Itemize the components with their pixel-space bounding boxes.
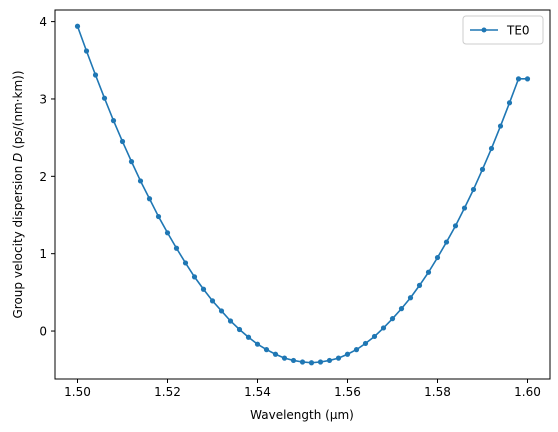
data-point-0-3 xyxy=(101,95,108,101)
data-point-0-47 xyxy=(497,123,504,129)
data-point-0-28 xyxy=(326,357,333,364)
data-point-0-14 xyxy=(200,286,207,292)
data-point-0-35 xyxy=(389,316,396,322)
data-point-0-44 xyxy=(470,186,477,193)
data-point-0-2 xyxy=(92,72,99,78)
data-point-0-4 xyxy=(110,118,117,124)
legend-frame xyxy=(462,15,544,45)
data-point-0-1 xyxy=(83,48,90,54)
y-tick-label-1: 1 xyxy=(39,247,47,261)
data-point-0-45 xyxy=(479,166,486,172)
legend-label-te0: TE0 xyxy=(506,24,530,38)
x-axis-label: Wavelength (μm) xyxy=(250,408,354,422)
data-point-0-15 xyxy=(209,298,216,304)
y-axis-label-symbol: D xyxy=(11,153,25,162)
data-point-0-12 xyxy=(182,260,189,266)
data-point-0-20 xyxy=(254,341,261,347)
data-point-0-50 xyxy=(524,76,531,82)
data-point-0-37 xyxy=(407,295,414,301)
legend-marker-te0 xyxy=(481,27,487,33)
data-point-0-27 xyxy=(317,359,324,365)
data-point-0-49 xyxy=(515,76,522,82)
data-point-0-16 xyxy=(218,308,225,314)
data-point-0-34 xyxy=(380,325,387,331)
x-tick-label-5: 1.60 xyxy=(514,385,541,399)
x-tick-label-3: 1.56 xyxy=(334,385,361,399)
data-point-0-6 xyxy=(128,159,135,165)
axes-layer: 1.50 1.52 1.54 1.56 1.58 1.60 0 1 2 3 4 xyxy=(39,15,541,399)
y-tick-label-3: 3 xyxy=(39,92,47,106)
x-tick-label-0: 1.50 xyxy=(64,385,91,399)
data-point-0-33 xyxy=(371,333,378,340)
x-tick-label-1: 1.52 xyxy=(154,385,181,399)
data-point-0-41 xyxy=(443,239,450,245)
data-point-0-21 xyxy=(263,347,270,353)
y-tick-label-0: 0 xyxy=(39,325,47,339)
legend: TE0 xyxy=(462,15,544,45)
series-layer xyxy=(74,23,531,366)
data-point-0-26 xyxy=(308,360,315,366)
data-point-0-11 xyxy=(173,245,180,251)
plot-area xyxy=(55,10,550,379)
data-point-0-48 xyxy=(506,100,513,106)
data-point-0-10 xyxy=(164,230,171,236)
y-tick-label-4: 4 xyxy=(39,15,47,29)
data-point-0-38 xyxy=(416,282,423,288)
plot-frame xyxy=(54,9,551,380)
data-point-0-0 xyxy=(74,23,81,29)
data-point-0-13 xyxy=(191,274,198,280)
y-axis-label-prefix: Group velocity dispersion xyxy=(11,162,25,319)
data-point-0-9 xyxy=(155,213,162,220)
data-point-0-40 xyxy=(434,254,441,261)
data-point-0-7 xyxy=(137,178,144,184)
data-point-0-5 xyxy=(119,138,126,145)
data-point-0-43 xyxy=(461,205,468,211)
data-point-0-31 xyxy=(353,347,360,353)
data-point-0-17 xyxy=(227,318,234,324)
data-point-0-32 xyxy=(362,340,369,347)
data-point-0-8 xyxy=(146,196,153,202)
x-tick-label-4: 1.58 xyxy=(424,385,451,399)
data-point-0-18 xyxy=(236,326,243,333)
data-point-0-24 xyxy=(290,357,297,364)
x-tick-label-2: 1.54 xyxy=(244,385,271,399)
data-point-0-22 xyxy=(272,351,279,357)
data-point-0-39 xyxy=(425,269,432,275)
y-tick-label-2: 2 xyxy=(39,170,47,184)
data-point-0-19 xyxy=(245,334,252,340)
data-point-0-30 xyxy=(344,351,351,357)
data-point-0-42 xyxy=(452,223,459,229)
y-axis-label: Group velocity dispersion D (ps/(nm·km)) xyxy=(11,71,25,319)
data-point-0-25 xyxy=(299,359,306,365)
data-point-0-29 xyxy=(335,355,342,361)
y-axis-label-suffix: (ps/(nm·km)) xyxy=(11,71,25,153)
data-point-0-23 xyxy=(281,355,288,361)
data-point-0-46 xyxy=(488,145,495,152)
data-point-0-36 xyxy=(398,306,405,312)
